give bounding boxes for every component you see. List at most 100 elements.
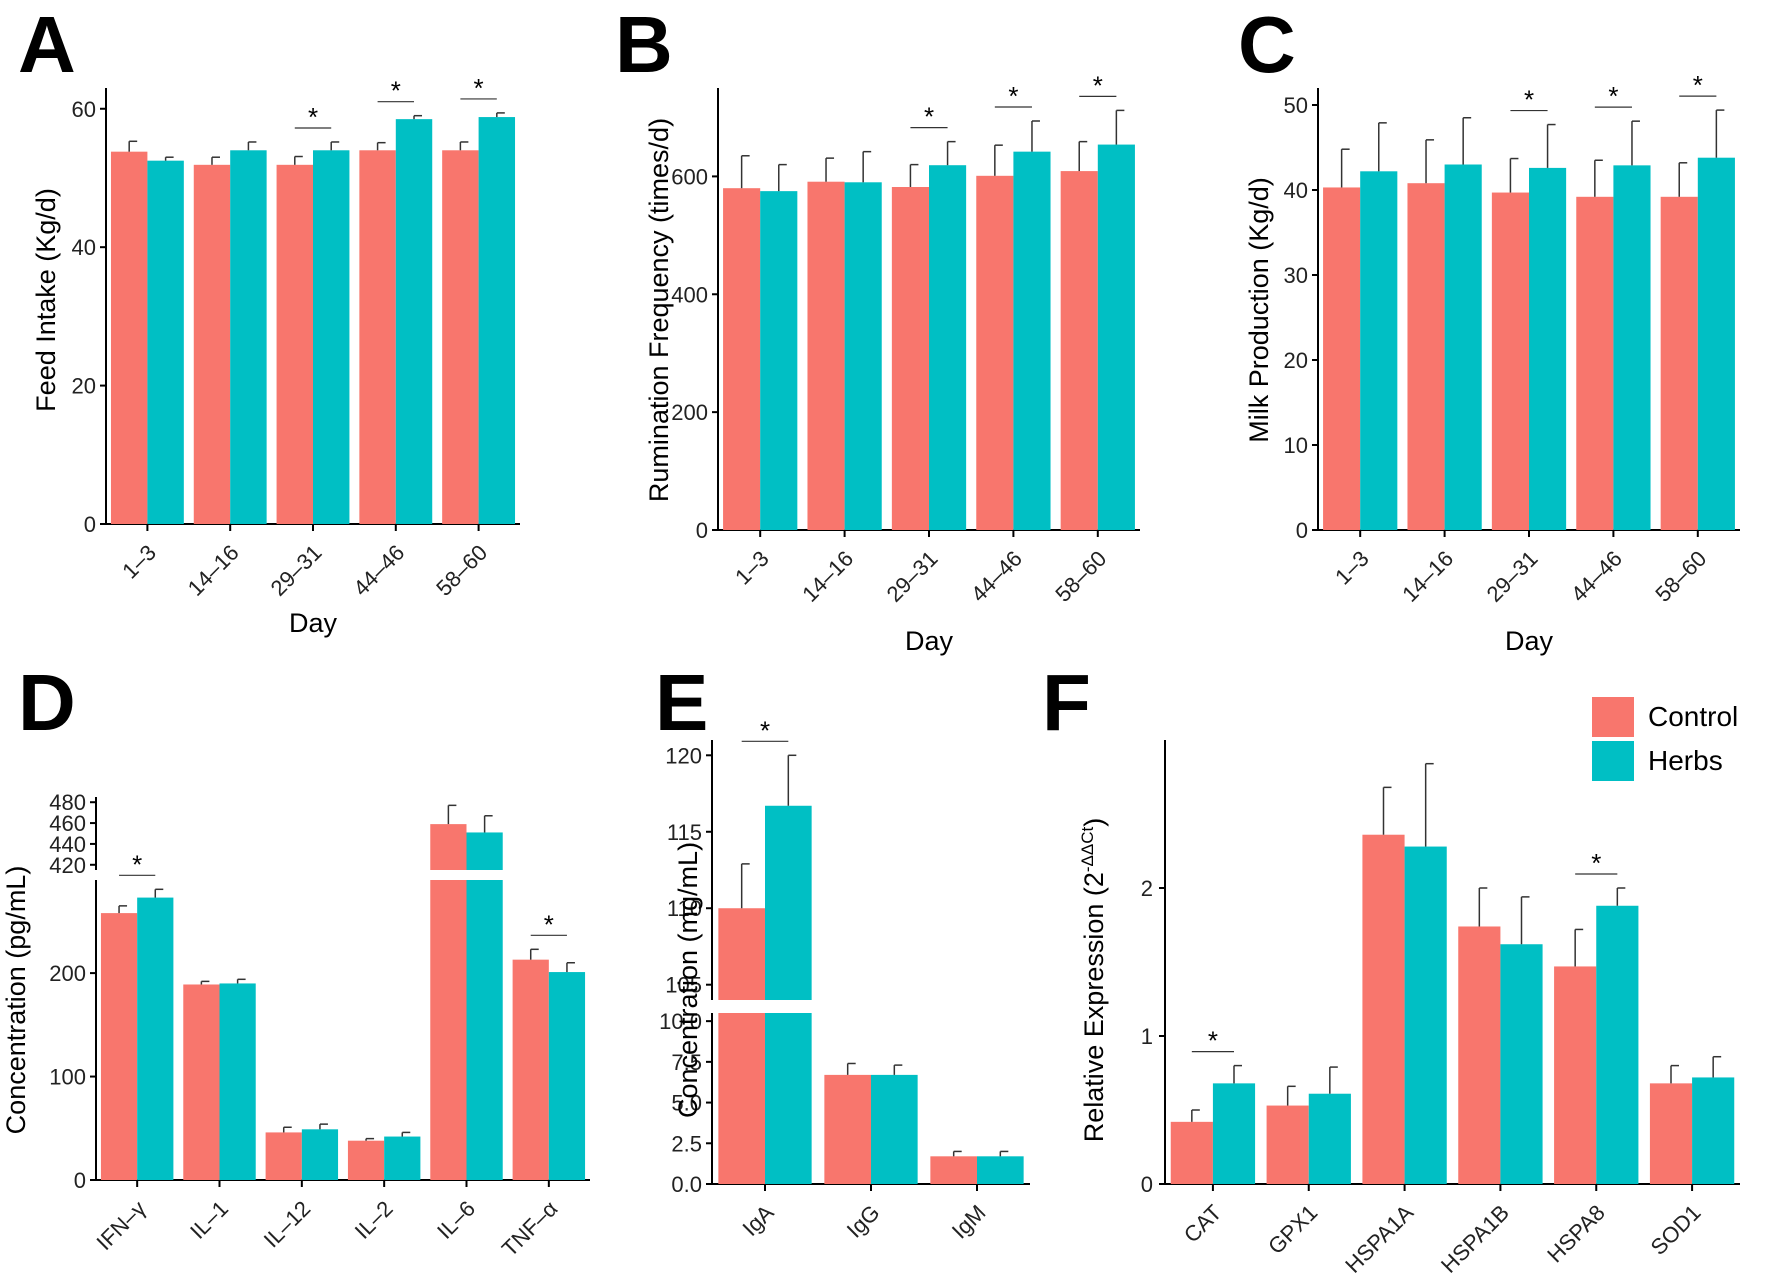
bar <box>193 164 231 525</box>
bar <box>930 1156 977 1184</box>
y-axis-title: Feed Intake (Kg/d) <box>31 188 61 412</box>
x-tick-label: 1–3 <box>117 540 161 584</box>
bar <box>183 984 220 1180</box>
bar <box>1323 187 1361 530</box>
x-tick-label: 14–16 <box>1397 546 1458 607</box>
x-tick-label: IgA <box>738 1200 779 1241</box>
bar <box>1404 846 1447 1184</box>
bar <box>1013 151 1051 530</box>
bar <box>891 187 929 530</box>
y-tick-label: 200 <box>671 400 708 425</box>
bar-upper-segment <box>430 824 467 870</box>
bar <box>1407 183 1445 530</box>
bar <box>1613 165 1651 530</box>
legend: Control Herbs <box>1592 697 1738 781</box>
y-tick-label: 120 <box>665 743 702 768</box>
bar <box>478 117 516 525</box>
panel-f: F 0 1 2 Relative Expression (2-ΔΔCt) CAT * GPX1… <box>1042 658 1740 1278</box>
x-tick-label: IgM <box>947 1200 991 1244</box>
bar <box>347 1140 385 1180</box>
bar <box>219 983 256 1180</box>
x-tick-label: HSPA1B <box>1436 1200 1514 1278</box>
x-tick-label: TNF–α <box>497 1196 563 1262</box>
bar <box>1362 834 1405 1184</box>
x-tick-label: IgG <box>842 1200 885 1243</box>
y-tick-label: 30 <box>1284 263 1308 288</box>
bar <box>1266 1105 1309 1184</box>
x-tick-label: 1–3 <box>1330 546 1374 590</box>
x-tick-label: 29–31 <box>1482 546 1543 607</box>
x-tick-label: 29–31 <box>266 540 327 601</box>
y-tick-label: 115 <box>667 820 702 845</box>
bar <box>147 160 184 524</box>
x-tick-label: IL–1 <box>185 1196 233 1244</box>
y-tick-label: 400 <box>671 282 708 307</box>
panel-a: A 0 20 40 60 Feed Intake (Kg/d) Day 1–3 14–16 29–… <box>18 0 520 638</box>
x-tick-label: HSPA1A <box>1340 1200 1418 1278</box>
bar <box>137 897 174 1180</box>
bar <box>929 165 967 530</box>
x-axis-title: Day <box>905 626 954 656</box>
bar <box>718 1013 765 1184</box>
bar <box>765 1013 812 1184</box>
legend-label-control: Control <box>1648 701 1738 732</box>
y-tick-label: 105 <box>665 973 702 998</box>
y-tick-label: 2 <box>1141 876 1153 901</box>
x-tick-label: CAT <box>1179 1200 1227 1248</box>
bar <box>760 191 798 530</box>
x-tick-label: 14–16 <box>183 540 244 601</box>
bar <box>100 913 138 1180</box>
bar <box>1360 171 1398 531</box>
panel-letter: B <box>615 0 673 89</box>
x-tick-label: GPX1 <box>1263 1200 1322 1259</box>
bar <box>1308 1093 1351 1184</box>
significance-star: * <box>1608 81 1618 111</box>
bar <box>313 150 350 525</box>
y-tick-label: 40 <box>72 235 96 260</box>
bar <box>265 1132 302 1180</box>
x-tick-label: 1–3 <box>730 546 774 590</box>
significance-star: * <box>1208 1026 1218 1056</box>
bar <box>807 181 845 531</box>
y-tick-label: 0 <box>84 512 96 537</box>
y-tick-label: 1 <box>1141 1024 1153 1049</box>
bar <box>1692 1077 1735 1184</box>
bar <box>871 1074 918 1184</box>
y-tick-label: 0 <box>1296 518 1308 543</box>
y-tick-label: 0 <box>74 1168 86 1193</box>
bar <box>844 182 882 530</box>
y-axis-title: Concentration (pg/mL) <box>1 866 31 1135</box>
bar <box>824 1074 871 1184</box>
bar <box>1212 1083 1256 1184</box>
panel-letter: E <box>655 658 708 747</box>
y-axis-title: Milk Production (Kg/d) <box>1244 177 1274 443</box>
y-tick-label: 100 <box>49 1065 86 1090</box>
significance-star: * <box>1693 70 1703 100</box>
bar <box>548 972 586 1180</box>
bar <box>1491 192 1529 531</box>
legend-label-herbs: Herbs <box>1648 745 1723 776</box>
bar <box>359 150 396 525</box>
panel-letter: F <box>1042 658 1091 747</box>
bar <box>1576 196 1614 531</box>
x-tick-label: HSPA8 <box>1542 1200 1610 1268</box>
legend-swatch-control <box>1592 697 1634 737</box>
bar <box>1500 944 1543 1184</box>
y-tick-label: 460 <box>49 811 86 836</box>
significance-star: * <box>474 73 484 103</box>
bar <box>1554 966 1597 1184</box>
significance-star: * <box>544 909 554 939</box>
bar <box>1649 1083 1693 1184</box>
bar <box>466 880 503 1180</box>
x-tick-label: 44–46 <box>966 546 1027 607</box>
y-tick-label: 480 <box>49 790 86 815</box>
y-tick-label: 20 <box>1284 348 1308 373</box>
panel-c: C 0 10 20 30 40 50 Milk Production (Kg/d) Day 1–3… <box>1238 0 1740 656</box>
significance-star: * <box>308 102 318 132</box>
bar <box>1697 157 1735 530</box>
bar <box>1060 171 1098 530</box>
y-axis-title: Concentration (mg/mL) <box>673 842 703 1118</box>
panel-letter: D <box>18 658 76 747</box>
y-tick-label: 420 <box>49 853 86 878</box>
